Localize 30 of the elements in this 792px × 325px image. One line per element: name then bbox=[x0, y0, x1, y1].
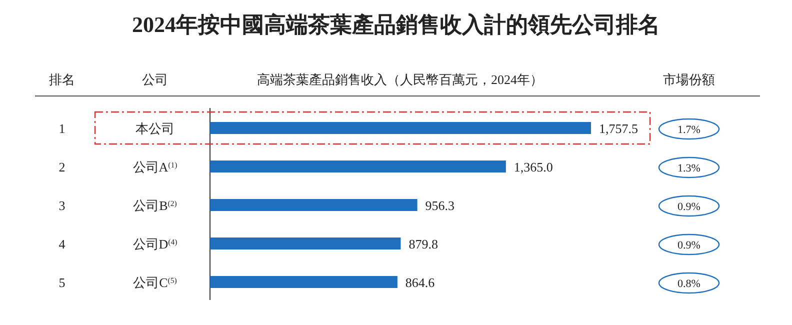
data-label: 1,757.5 bbox=[599, 121, 638, 136]
text: 0.8% bbox=[678, 278, 700, 290]
y-tick-label: 公司A$^{(1)}$ bbox=[132, 160, 178, 174]
data-label: 879.8 bbox=[408, 236, 438, 252]
y-tick-label: 公司D$^{(4)}$ bbox=[132, 236, 178, 252]
text: 3 bbox=[58, 198, 66, 213]
text: 排名 bbox=[49, 72, 75, 87]
text: 4 bbox=[58, 236, 66, 252]
text: 1.7% bbox=[678, 124, 700, 136]
text: 公司 bbox=[142, 72, 168, 87]
text: 1 bbox=[58, 121, 66, 136]
y-tick-label: 公司B$^{(2)}$ bbox=[133, 198, 178, 213]
chart-title: 2024年按中國高端茶葉產品銷售收入計的領先公司排名 bbox=[132, 12, 660, 37]
data-label: 956.3 bbox=[425, 198, 455, 213]
text: 市場份額 bbox=[663, 72, 715, 87]
y-tick-label: 公司C$^{(5)}$ bbox=[133, 275, 178, 290]
text: 5 bbox=[58, 275, 66, 290]
y-tick-label: 本公司 bbox=[136, 121, 174, 136]
text: 1.3% bbox=[678, 162, 700, 174]
text: 2 bbox=[58, 160, 66, 174]
bar bbox=[210, 276, 398, 288]
text: 0.9% bbox=[678, 201, 700, 213]
bar bbox=[210, 199, 418, 211]
data-label: 864.6 bbox=[405, 275, 436, 290]
x-axis-title: 高端茶葉產品銷售收入（人民幣百萬元，2024年） bbox=[257, 72, 543, 87]
bar bbox=[210, 238, 401, 250]
text: 0.9% bbox=[678, 240, 700, 252]
bar bbox=[210, 122, 591, 134]
data-label: 1,365.0 bbox=[514, 160, 553, 174]
bar bbox=[210, 160, 506, 172]
